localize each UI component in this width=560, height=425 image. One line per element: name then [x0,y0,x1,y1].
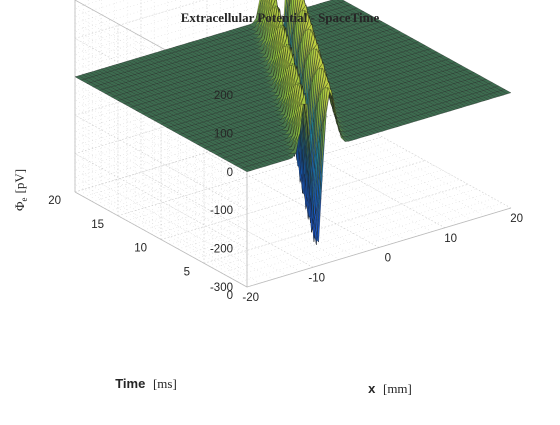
minor-grid-left [74,184,248,280]
minor-grid-left [74,168,248,265]
minor-grid-left [74,107,248,203]
minor-grid-floor [238,203,503,283]
minor-grid-left [74,130,248,226]
z-axis-subscript: e [19,198,29,202]
surface-patch [287,0,290,16]
minor-grid-floor [180,160,353,256]
z-tick-label: -300 [210,282,233,294]
minor-grid-left [74,122,248,219]
x-tick-label: 0 [385,253,391,265]
surface-patch [262,0,267,21]
minor-grid-floor [286,128,459,225]
box-edge-x-axis [246,207,512,288]
y-tick-label: 5 [184,266,190,278]
minor-grid-floor [154,168,327,264]
surface-mesh [74,0,512,245]
minor-grid-floor [246,140,419,236]
minor-grid-left [74,114,248,211]
box-edge-t-axis [74,191,248,288]
minor-grid-floor [127,175,300,272]
z-tick-label: 0 [227,167,233,179]
z-tick-label: -100 [210,205,233,217]
surface-patch [258,0,263,21]
x-axis-symbol: x [368,381,376,396]
minor-grid-floor [114,179,287,276]
minor-grid-floor [338,112,512,209]
minor-grid-floor [325,116,498,213]
chart-title: Extracellular Potential - SpaceTime [181,10,380,25]
minor-grid-floor [88,187,261,284]
z-tick-label: 100 [214,128,233,140]
z-tick-label: -200 [210,244,233,256]
x-tick-label: 20 [510,213,523,225]
y-tick-label: 20 [48,195,61,207]
minor-grid-floor [101,183,274,280]
surface-patch [500,89,512,95]
surface-patch [289,0,291,7]
x-tick-label: 10 [444,233,457,245]
minor-grid-floor [206,152,380,248]
z-axis-unit: [pV] [12,169,27,194]
minor-grid-floor [233,144,406,240]
y-axis-label: Time [ms] [115,376,177,391]
x-axis-label: x [mm] [368,381,412,396]
minor-grid-floor [220,148,393,244]
minor-grid-floor [140,172,314,268]
surface-patch [290,0,296,47]
minor-grid-left [74,137,248,234]
z-axis-label: Φe [pV] [12,169,29,211]
surface-patch [260,0,265,21]
minor-grid-left [74,84,248,180]
minor-grid-floor [299,124,472,221]
y-tick-label: 15 [91,219,104,231]
surface-patch [287,0,294,60]
minor-grid-floor [193,156,366,252]
y-axis-symbol: Time [115,376,145,391]
surface-patch [292,0,298,35]
x-tick-label: -20 [242,292,259,304]
y-tick-label: 10 [134,243,147,255]
minor-grid-floor [312,120,485,217]
minor-grid-floor [167,164,340,260]
y-axis-unit: [ms] [153,376,177,391]
surface-patch [255,0,262,19]
minor-grid-left [74,99,248,196]
minor-grid-left [74,153,248,249]
surface-patch [282,0,287,42]
minor-grid-floor [272,132,446,229]
y-tick-label: 0 [227,290,233,302]
minor-grid-left [74,145,248,242]
grid-line-z-back [74,0,205,39]
minor-grid-floor [259,136,432,232]
x-axis-unit: [mm] [383,381,412,396]
minor-grid-left [74,161,248,257]
x-tick-label: -10 [308,272,325,284]
minor-grid-left [74,176,248,272]
z-axis-symbol: Φ [12,201,27,211]
surface-patch [284,0,289,28]
z-tick-label: 200 [214,90,233,102]
surface-patch [265,0,276,19]
